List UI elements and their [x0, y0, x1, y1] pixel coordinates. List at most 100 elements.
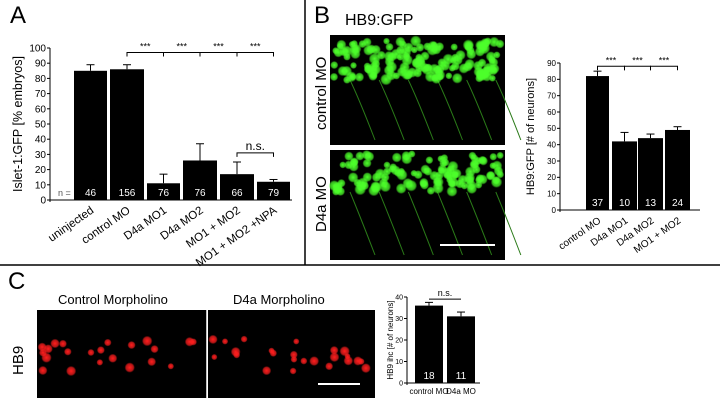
- n-label: 37: [592, 198, 604, 209]
- cell-soma: [349, 158, 359, 167]
- ihc-image-control: [37, 310, 207, 398]
- cell-soma: [402, 177, 414, 189]
- y-tick-label: 0: [40, 196, 46, 207]
- cell-soma: [489, 152, 498, 161]
- cell-soma: [378, 177, 389, 188]
- bar: [447, 316, 475, 383]
- cell-soma: [344, 151, 354, 162]
- cell-soma: [37, 342, 47, 352]
- cell-soma: [446, 185, 458, 197]
- n-prefix: n =: [58, 188, 71, 198]
- n-label: 66: [231, 188, 243, 199]
- cell-soma: [423, 42, 432, 51]
- cell-soma: [345, 71, 357, 83]
- n-label: 156: [119, 188, 136, 199]
- bar: [586, 76, 609, 210]
- y-tick-label: 30: [395, 316, 403, 323]
- cell-soma: [147, 357, 157, 367]
- cell-soma: [333, 47, 344, 58]
- y-tick-label: 10: [35, 180, 47, 191]
- bar: [638, 138, 663, 210]
- column-label-control: Control Morpholino: [58, 292, 168, 307]
- cell-soma: [336, 39, 347, 50]
- cell-soma: [382, 37, 391, 45]
- y-tick-label: 40: [35, 135, 47, 146]
- cell-soma: [451, 72, 463, 84]
- cell-soma: [240, 335, 248, 343]
- cell-soma: [354, 72, 365, 82]
- y-tick-label: 30: [547, 157, 556, 166]
- cell-soma: [58, 339, 67, 348]
- panel-label-c: C: [8, 268, 26, 295]
- y-tick-label: 100: [29, 44, 46, 55]
- cell-soma: [63, 347, 72, 356]
- significance-label: ***: [140, 42, 151, 52]
- cell-soma: [475, 74, 484, 83]
- cell-soma: [496, 151, 504, 160]
- cell-soma: [477, 174, 488, 185]
- cell-soma: [396, 66, 408, 78]
- significance-bracket: [126, 52, 164, 57]
- panel-label-b: B: [314, 2, 331, 29]
- y-tick-label: 70: [547, 91, 556, 100]
- axon: [378, 79, 405, 141]
- cell-soma: [368, 184, 380, 197]
- cell-soma: [261, 365, 272, 376]
- cell-soma: [396, 169, 408, 181]
- n-label: 76: [194, 188, 206, 199]
- significance-bracket: [597, 65, 625, 71]
- axon: [407, 191, 434, 256]
- y-axis-label: HB9 ihc [# of neurons]: [386, 300, 395, 379]
- cell-soma: [493, 51, 501, 59]
- cell-soma: [481, 70, 490, 79]
- bar-chart-0: 0 10 20 30 40 50 60 70 80 90 100 Islet-1:GFP [% emb…: [11, 42, 292, 269]
- cell-soma: [189, 338, 198, 346]
- significance-label: n.s.: [246, 139, 265, 153]
- gfp-image-title: HB9:GFP: [345, 12, 414, 29]
- axon: [349, 79, 376, 141]
- cell-soma: [329, 72, 339, 82]
- cell-soma: [325, 362, 334, 371]
- cell-soma: [368, 52, 381, 65]
- cell-soma: [431, 73, 442, 85]
- axon: [437, 191, 463, 256]
- cell-soma: [108, 353, 118, 363]
- n-label: 46: [85, 188, 97, 199]
- bar: [665, 129, 690, 210]
- cell-soma: [464, 44, 472, 52]
- cell-soma: [477, 58, 487, 68]
- significance-label: ***: [250, 42, 261, 52]
- cell-soma: [446, 173, 454, 181]
- cell-soma: [350, 39, 359, 48]
- y-tick-label: 50: [35, 120, 47, 131]
- cell-soma: [300, 357, 308, 365]
- cell-soma: [406, 67, 418, 78]
- cell-soma: [478, 156, 489, 166]
- cell-soma: [420, 51, 430, 61]
- cell-soma: [167, 362, 175, 370]
- cell-soma: [127, 340, 136, 350]
- cell-soma: [233, 351, 241, 359]
- bar: [110, 69, 144, 200]
- panel-label-a: A: [10, 2, 27, 29]
- cell-soma: [343, 355, 354, 366]
- significance-bracket: [236, 152, 274, 157]
- cell-soma: [425, 156, 434, 165]
- cell-soma: [385, 70, 397, 81]
- cell-soma: [457, 174, 468, 185]
- y-tick-label: 20: [395, 337, 403, 344]
- cell-soma: [409, 35, 422, 47]
- cell-soma: [366, 66, 379, 79]
- cell-soma: [329, 345, 339, 355]
- y-tick-label: 0: [552, 206, 557, 215]
- cell-soma: [362, 37, 372, 47]
- cell-soma: [309, 356, 320, 367]
- cell-soma: [360, 363, 371, 374]
- cell-soma: [289, 350, 298, 359]
- cell-soma: [329, 352, 340, 363]
- cell-soma: [374, 168, 386, 180]
- bar: [183, 160, 217, 200]
- cell-soma: [407, 150, 416, 158]
- cell-soma: [439, 159, 448, 168]
- cell-soma: [419, 180, 430, 190]
